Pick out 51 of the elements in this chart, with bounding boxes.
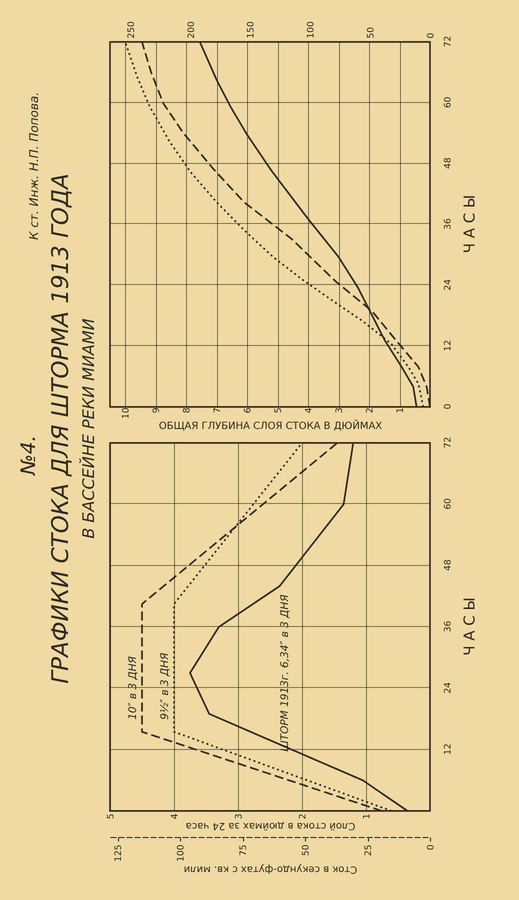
y-tick-label: 12 xyxy=(444,743,454,755)
y-axis-title: Ч А С Ы xyxy=(460,194,478,254)
x2-tick-label: 150 xyxy=(246,21,257,38)
text: ГРАФИКИ СТОКА ДЛЯ ШТОРМА 1913 ГОДА xyxy=(48,173,74,684)
y-tick-label: 48 xyxy=(444,157,454,169)
y-tick-label: 24 xyxy=(444,278,454,291)
x-tick-label: 5 xyxy=(274,408,284,414)
x-tick-label: 3 xyxy=(234,814,244,820)
y-tick-label: 72 xyxy=(444,36,454,48)
y-tick-label: 36 xyxy=(444,218,454,230)
y-tick-label: 36 xyxy=(444,620,454,632)
x2-tick-label: 0 xyxy=(426,844,436,850)
y-tick-label: 0 xyxy=(444,403,454,410)
x2-tick-label: 0 xyxy=(426,32,436,38)
x-tick-label: 1 xyxy=(362,814,372,820)
x-tick-label: 10 xyxy=(122,407,132,419)
x-tick-label: 1 xyxy=(396,408,406,414)
text: 10″ в 3 ДНЯ xyxy=(127,656,139,720)
text: 9½″ в 3 ДНЯ xyxy=(159,652,171,720)
x-tick-label: 4 xyxy=(170,813,180,820)
x2-tick-label: 100 xyxy=(306,21,317,38)
x-tick-label: 2 xyxy=(298,814,308,820)
x-tick-label: 7 xyxy=(213,408,224,414)
x-axis-title: Слой стока в дюймах за 24 часа xyxy=(186,820,356,832)
x2-tick-label: 200 xyxy=(186,21,197,38)
x-tick-label: 9 xyxy=(152,407,162,414)
x2-tick-label: 100 xyxy=(176,844,186,862)
x2-axis-title: Сток в секундо-футах с кв. мили xyxy=(184,864,358,875)
x-tick-label: 8 xyxy=(182,407,193,414)
y-tick-label: 72 xyxy=(444,436,454,448)
x2-tick-label: 250 xyxy=(126,21,137,38)
x-tick-label: 4 xyxy=(304,407,315,414)
x2-tick-label: 50 xyxy=(302,844,312,856)
x-tick-label: 3 xyxy=(335,408,346,414)
text: В БАССЕЙНЕ РЕКИ МИАМИ xyxy=(79,318,98,539)
y-tick-label: 60 xyxy=(444,498,454,510)
x2-tick-label: 25 xyxy=(364,844,374,856)
x-tick-label: 6 xyxy=(244,407,254,414)
x2-tick-label: 125 xyxy=(114,844,124,862)
y-tick-label: 24 xyxy=(444,682,454,694)
y-tick-label: 48 xyxy=(444,559,454,571)
text: К ст. Инж. Н.П. Попова. xyxy=(27,92,41,240)
x-tick-label: 2 xyxy=(366,408,376,414)
y-tick-label: 12 xyxy=(444,340,454,352)
text: №4. xyxy=(16,435,40,475)
y-axis-title: Ч А С Ы xyxy=(460,597,478,656)
x-axis-title: ОБЩАЯ ГЛУБИНА СЛОЯ СТОКА В ДЮЙМАХ xyxy=(158,418,382,432)
x2-tick-label: 75 xyxy=(239,844,249,856)
x-tick-label: 5 xyxy=(106,814,116,820)
x2-tick-label: 50 xyxy=(366,26,377,38)
y-tick-label: 60 xyxy=(444,96,454,108)
